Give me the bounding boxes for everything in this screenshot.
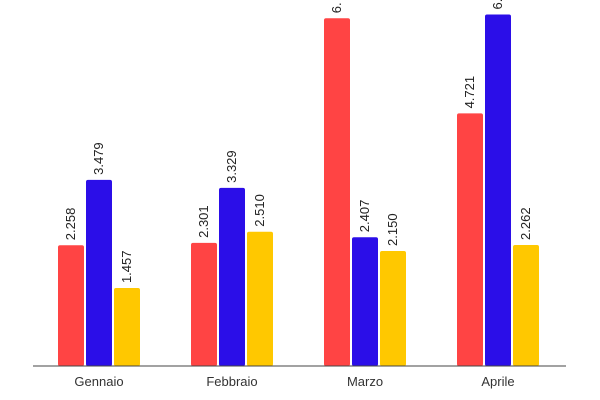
value-label: 4.721 — [462, 76, 477, 109]
value-label: 2.301 — [196, 205, 211, 238]
value-label: 1.457 — [119, 251, 134, 284]
value-label: 3.329 — [224, 150, 239, 183]
value-label: 6. — [329, 2, 344, 13]
bar-febbraio-series-2 — [219, 187, 245, 366]
bar-febbraio-series-1 — [191, 242, 217, 366]
bar-marzo-series-1 — [324, 18, 350, 366]
value-labels-group: 2.258 3.479 1.457 2.301 3.329 2.510 6. 2.407 2.1… — [63, 0, 533, 283]
value-label: 2.510 — [252, 194, 267, 227]
bar-aprile-series-3 — [513, 244, 539, 366]
value-label: 2.150 — [385, 213, 400, 246]
value-label: 6.57 — [490, 0, 505, 10]
bar-aprile-series-1 — [457, 113, 483, 366]
bar-gennaio-series-2 — [86, 179, 112, 366]
value-label: 3.479 — [91, 142, 106, 175]
bar-marzo-series-2 — [352, 237, 378, 366]
bar-gennaio-series-1 — [58, 245, 84, 366]
category-label: Gennaio — [74, 374, 123, 389]
bar-febbraio-series-3 — [247, 231, 273, 366]
category-label: Febbraio — [206, 374, 257, 389]
category-label: Marzo — [347, 374, 383, 389]
category-label: Aprile — [481, 374, 514, 389]
value-label: 2.262 — [518, 207, 533, 240]
bars-group — [58, 14, 539, 366]
category-labels-group: Gennaio Febbraio Marzo Aprile — [74, 374, 514, 389]
value-label: 2.258 — [63, 208, 78, 241]
bar-marzo-series-3 — [380, 250, 406, 366]
bar-gennaio-series-3 — [114, 288, 140, 366]
value-label: 2.407 — [357, 200, 372, 233]
bar-aprile-series-2 — [485, 14, 511, 366]
